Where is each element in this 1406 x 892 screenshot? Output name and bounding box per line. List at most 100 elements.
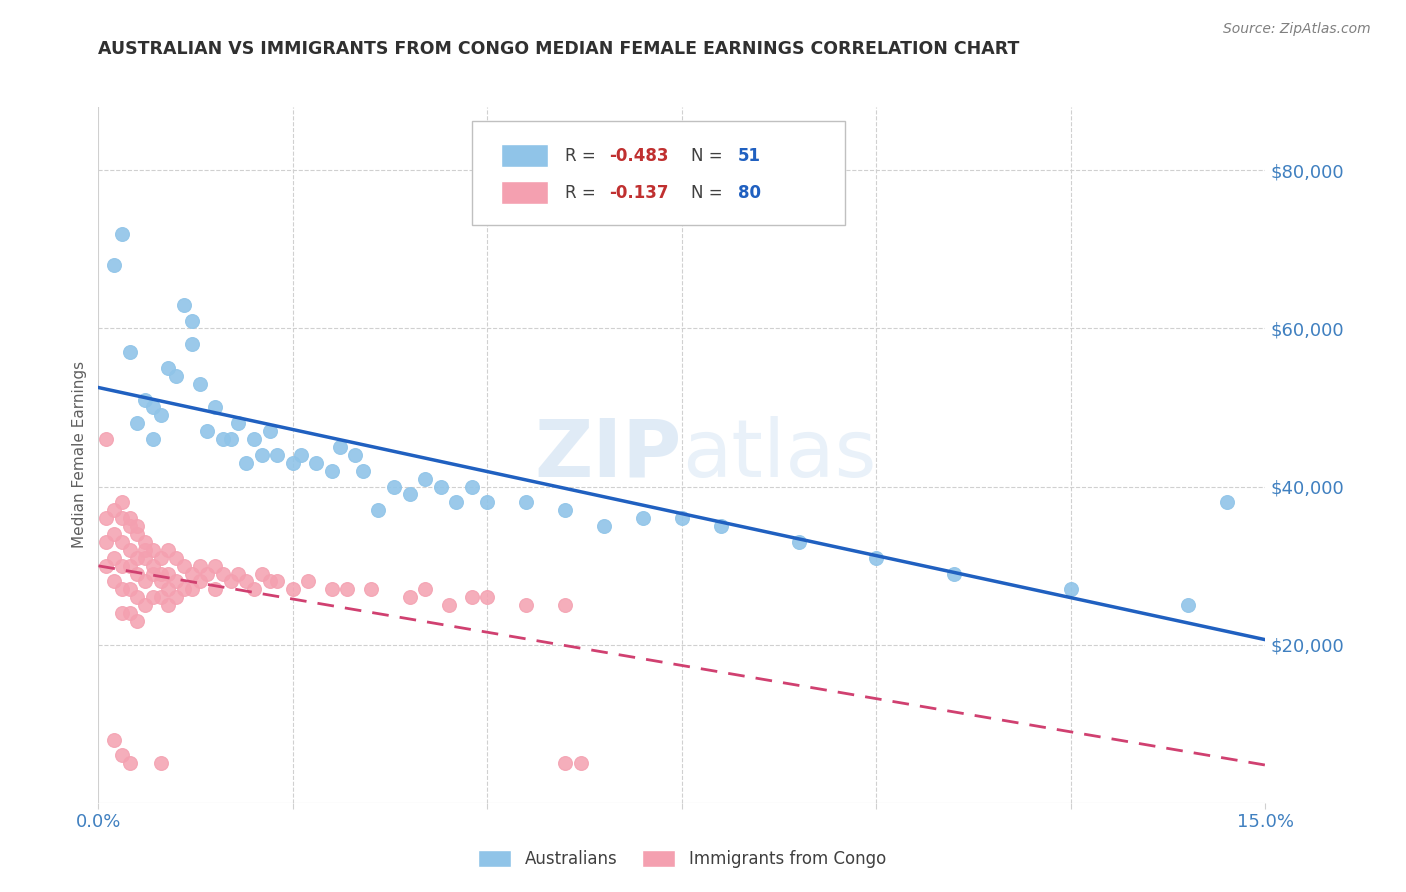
Point: [290, 448, 312, 462]
Point: [413, 582, 436, 597]
Point: [118, 542, 141, 557]
Point: [103, 574, 125, 589]
Text: AUSTRALIAN VS IMMIGRANTS FROM CONGO MEDIAN FEMALE EARNINGS CORRELATION CHART: AUSTRALIAN VS IMMIGRANTS FROM CONGO MEDI…: [98, 40, 1019, 58]
Point: [321, 464, 343, 478]
Point: [149, 409, 172, 423]
Point: [1060, 582, 1083, 597]
Point: [554, 756, 576, 771]
Point: [297, 574, 319, 589]
Text: atlas: atlas: [682, 416, 876, 494]
Point: [398, 487, 420, 501]
Point: [127, 591, 149, 605]
FancyBboxPatch shape: [501, 181, 548, 204]
Point: [382, 479, 405, 493]
Point: [96, 535, 118, 549]
Text: N =: N =: [692, 147, 728, 165]
Point: [118, 558, 141, 573]
Point: [149, 591, 172, 605]
Point: [96, 432, 118, 446]
Point: [228, 566, 250, 581]
Point: [259, 424, 281, 438]
Point: [134, 550, 156, 565]
Point: [127, 417, 149, 431]
Point: [118, 345, 141, 359]
Point: [165, 550, 187, 565]
Point: [111, 495, 134, 509]
Point: [157, 361, 180, 376]
Point: [336, 582, 359, 597]
Point: [157, 566, 180, 581]
Point: [142, 542, 165, 557]
Point: [173, 298, 195, 312]
Point: [865, 550, 887, 565]
Point: [157, 542, 180, 557]
Point: [413, 472, 436, 486]
Point: [943, 566, 966, 581]
Point: [787, 535, 810, 549]
Point: [111, 582, 134, 597]
Legend: Australians, Immigrants from Congo: Australians, Immigrants from Congo: [471, 843, 893, 874]
Point: [259, 574, 281, 589]
Point: [235, 456, 257, 470]
Point: [142, 401, 165, 415]
Point: [127, 550, 149, 565]
Point: [429, 479, 451, 493]
Text: R =: R =: [565, 185, 602, 202]
Point: [118, 511, 141, 525]
Point: [344, 448, 367, 462]
Point: [212, 432, 235, 446]
Point: [180, 313, 202, 327]
Text: N =: N =: [692, 185, 728, 202]
Point: [118, 606, 141, 620]
Point: [515, 495, 537, 509]
Point: [250, 566, 273, 581]
Point: [631, 511, 654, 525]
Point: [188, 558, 211, 573]
FancyBboxPatch shape: [501, 144, 548, 167]
Point: [103, 732, 125, 747]
Point: [165, 574, 187, 589]
Point: [305, 456, 328, 470]
Point: [118, 519, 141, 533]
Point: [165, 591, 187, 605]
Point: [243, 582, 266, 597]
Text: 51: 51: [738, 147, 761, 165]
Point: [266, 448, 288, 462]
Text: -0.137: -0.137: [610, 185, 669, 202]
Point: [219, 432, 242, 446]
Point: [111, 748, 134, 763]
Point: [204, 582, 226, 597]
Point: [352, 464, 374, 478]
Point: [1215, 495, 1237, 509]
Point: [710, 519, 733, 533]
Point: [477, 591, 499, 605]
Point: [134, 574, 156, 589]
Point: [111, 227, 134, 241]
Point: [515, 598, 537, 612]
Point: [461, 591, 484, 605]
Point: [134, 535, 156, 549]
Point: [446, 495, 468, 509]
Point: [281, 456, 304, 470]
Point: [204, 401, 226, 415]
Point: [173, 582, 195, 597]
FancyBboxPatch shape: [472, 121, 845, 226]
Point: [142, 591, 165, 605]
Text: -0.483: -0.483: [610, 147, 669, 165]
Point: [165, 368, 187, 383]
Point: [149, 756, 172, 771]
Text: R =: R =: [565, 147, 602, 165]
Point: [569, 756, 592, 771]
Point: [142, 432, 165, 446]
Point: [96, 558, 118, 573]
Text: 80: 80: [738, 185, 761, 202]
Point: [243, 432, 266, 446]
Point: [127, 527, 149, 541]
Point: [111, 511, 134, 525]
Point: [554, 598, 576, 612]
Point: [188, 376, 211, 391]
Point: [593, 519, 616, 533]
Point: [180, 337, 202, 351]
Point: [180, 582, 202, 597]
Point: [103, 550, 125, 565]
